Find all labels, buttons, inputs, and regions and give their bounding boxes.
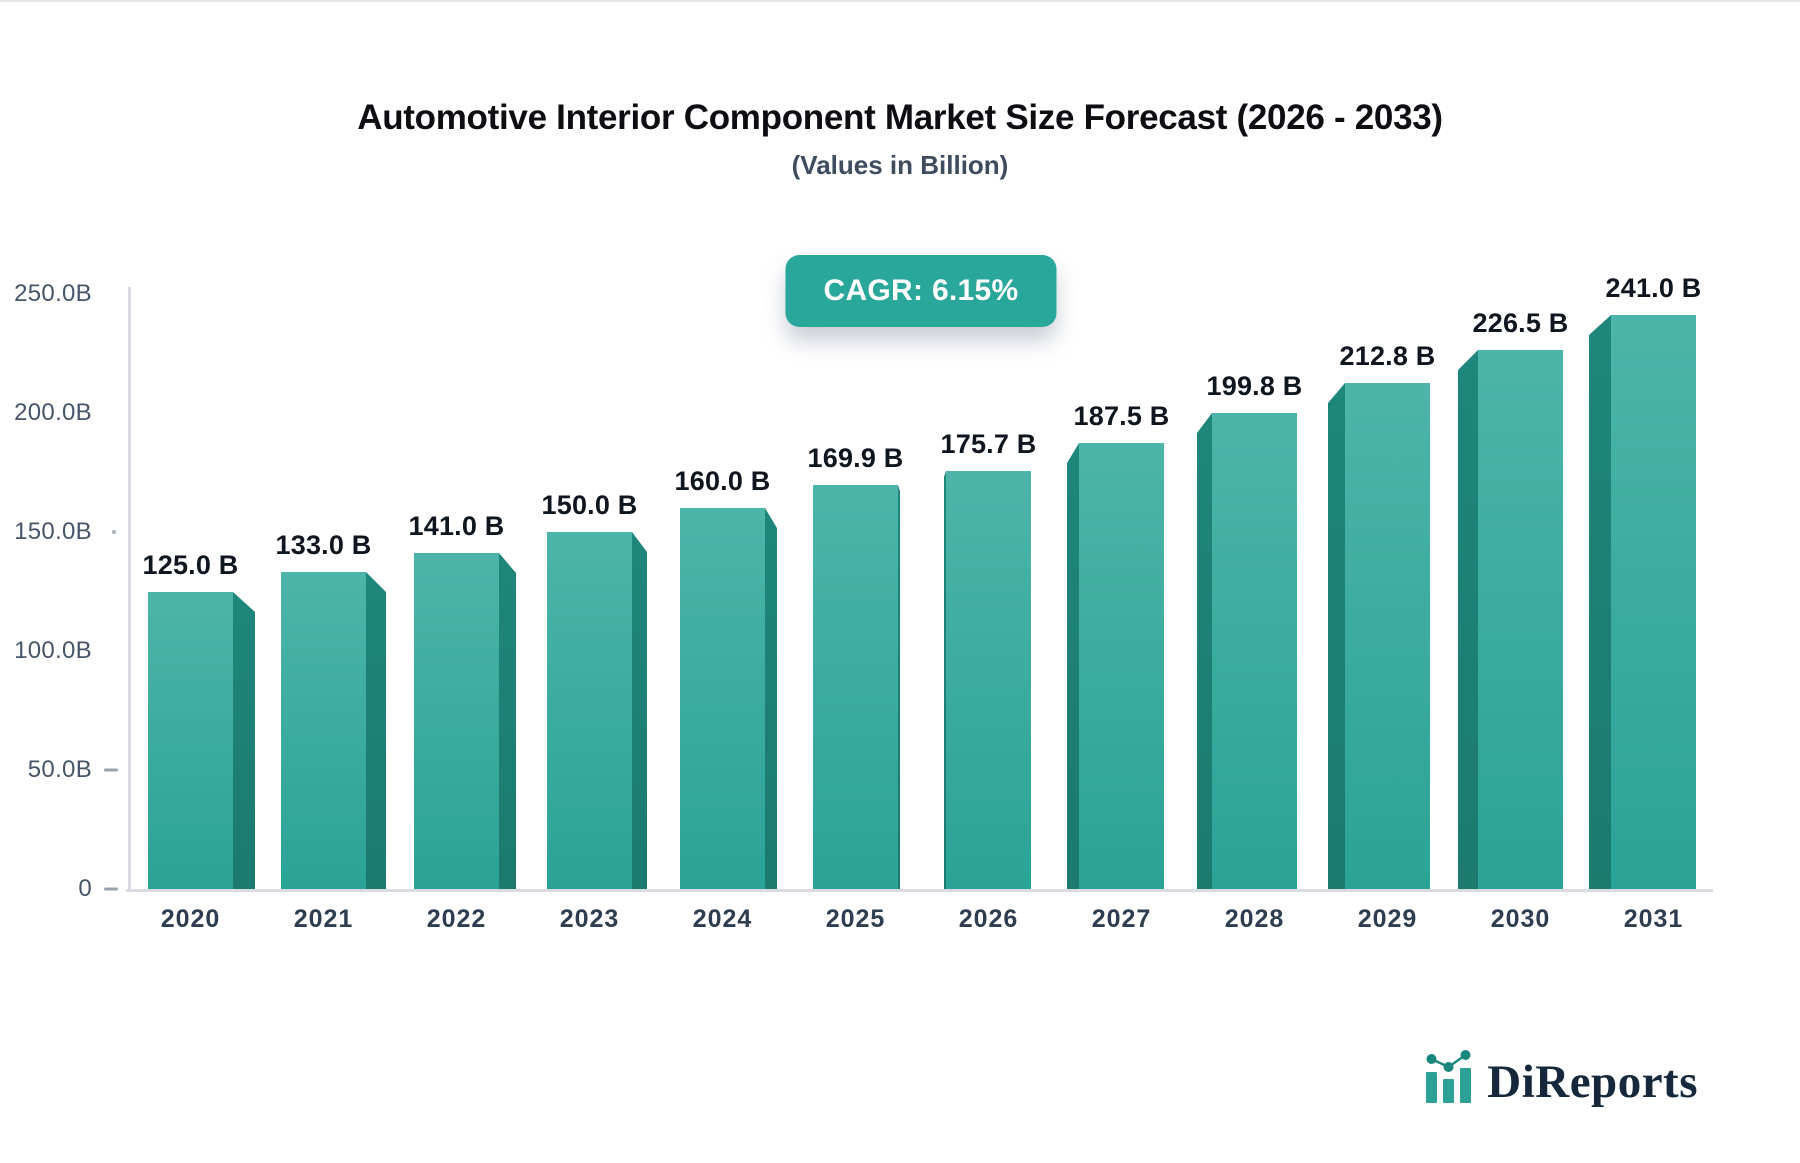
bar-2022	[414, 553, 516, 889]
bar-2027	[1067, 443, 1164, 889]
y-axis-tick-label: 50.0B	[27, 756, 92, 783]
y-axis-tick-label: 100.0B	[14, 637, 92, 664]
bar-2031	[1589, 315, 1696, 889]
x-axis-tick-label: 2022	[426, 905, 487, 933]
x-axis-tick-label: 2026	[958, 905, 1019, 933]
page-title: Automotive Interior Component Market Siz…	[357, 98, 1443, 137]
y-axis-tick-mark	[112, 530, 116, 534]
bar-2025	[813, 485, 900, 889]
bar-2026	[944, 471, 1031, 889]
bar-value-label: 125.0 B	[142, 550, 239, 580]
bar-2030	[1458, 350, 1563, 889]
bar-value-label: 160.0 B	[674, 466, 771, 496]
cagr-badge: CAGR: 6.15%	[785, 255, 1057, 327]
x-axis-baseline	[126, 889, 1713, 892]
bar-2021	[281, 572, 386, 889]
x-axis-tick-label: 2031	[1623, 905, 1684, 933]
x-axis-tick-label: 2023	[559, 905, 620, 933]
bar-value-label: 187.5 B	[1073, 401, 1170, 431]
bar-value-label: 241.0 B	[1605, 273, 1702, 303]
y-axis-line	[128, 287, 131, 892]
bar-2024	[680, 508, 777, 889]
bar-value-label: 150.0 B	[541, 490, 638, 520]
y-axis-tick-label: 0	[78, 875, 92, 902]
bar-value-label: 212.8 B	[1339, 341, 1436, 371]
page-subtitle: (Values in Billion)	[791, 150, 1009, 180]
bar-2020	[148, 592, 255, 889]
bar-value-label: 199.8 B	[1206, 371, 1303, 401]
bar-2023	[547, 532, 647, 889]
x-axis-tick-label: 2024	[692, 905, 753, 933]
y-axis-tick-mark	[104, 768, 118, 772]
x-axis-tick-label: 2030	[1490, 905, 1551, 933]
direports-logo: DiReports	[1423, 1046, 1698, 1106]
bar-value-label: 175.7 B	[940, 429, 1037, 459]
y-axis-tick-label: 200.0B	[14, 399, 92, 426]
bar-value-label: 141.0 B	[408, 511, 505, 541]
x-axis-tick-label: 2025	[825, 905, 886, 933]
x-axis-tick-label: 2028	[1224, 905, 1285, 933]
x-axis-tick-label: 2020	[160, 905, 221, 933]
bar-2029	[1328, 383, 1430, 889]
bar-value-label: 133.0 B	[275, 530, 372, 560]
bar-2028	[1197, 413, 1297, 889]
x-axis-tick-label: 2021	[293, 905, 354, 933]
bar-value-label: 226.5 B	[1472, 308, 1569, 338]
y-axis-tick-mark	[104, 887, 118, 891]
bar-value-label: 169.9 B	[807, 443, 904, 473]
y-axis-tick-label: 150.0B	[14, 518, 92, 545]
y-axis-tick-label: 250.0B	[14, 280, 92, 307]
x-axis-tick-label: 2029	[1357, 905, 1418, 933]
x-axis-tick-label: 2027	[1091, 905, 1152, 933]
mini-bar-line-chart-icon	[1426, 1050, 1472, 1103]
logo-text: DiReports	[1487, 1056, 1698, 1108]
